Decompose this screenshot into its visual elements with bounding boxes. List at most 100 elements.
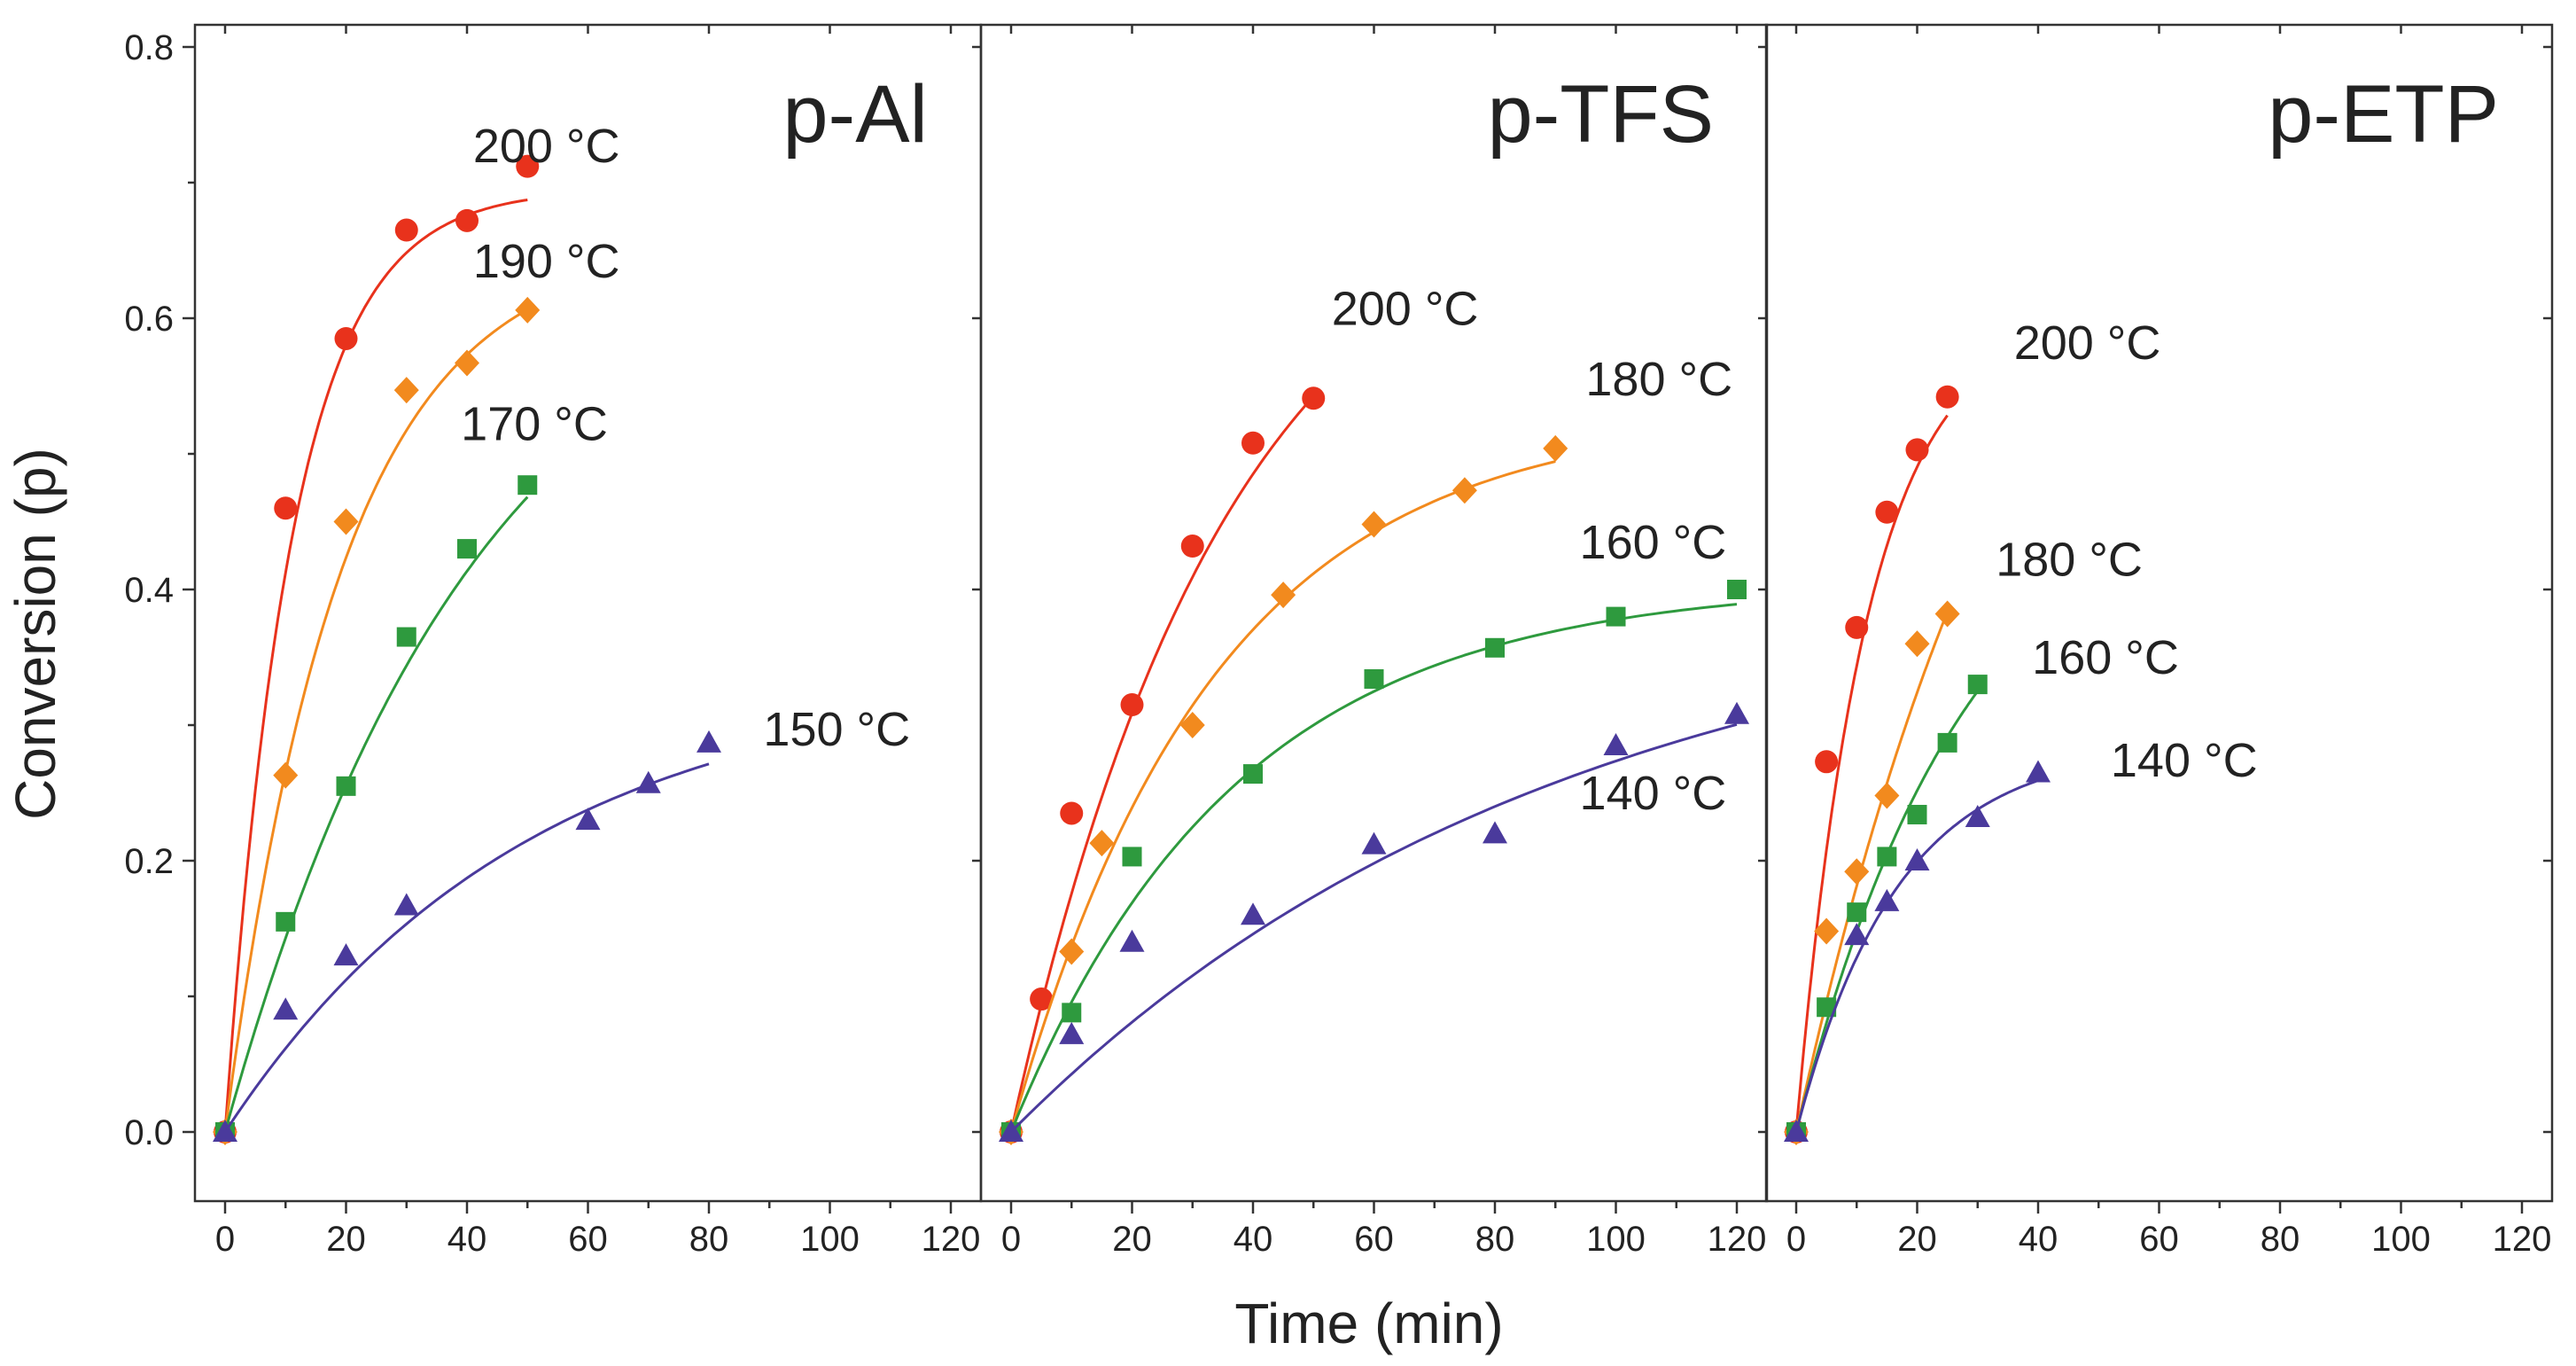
series-label: 140 °C [1580,767,1727,820]
data-point [999,1120,1023,1142]
series-140c: 140 °C [999,701,1749,1142]
panel-p-etp: 0 20 40 60 80 100 120 p-ETP 200 °C 180 °C 160 °C 14… [1764,23,2554,1259]
x-tick-label: 40 [2019,1220,2058,1259]
panel-frame [193,23,983,1203]
data-point [518,475,538,496]
series-160c: 160 °C [1001,516,1747,1142]
data-point [396,627,416,647]
x-tick-label: 60 [2139,1220,2179,1259]
x-tick-label: 100 [2371,1220,2431,1259]
data-point [635,770,661,793]
data-point [273,761,299,789]
y-tick-label: 0.6 [124,300,174,339]
data-point [1877,847,1897,867]
data-point [1847,902,1867,923]
data-point [333,943,359,966]
fit-curve [223,762,710,1133]
data-point [1060,801,1084,825]
series-label: 140 °C [2111,734,2258,787]
x-tick-label: 120 [2493,1220,2552,1259]
series-200c: 200 °C [214,120,620,1144]
data-point [1965,805,1990,828]
data-point [1724,701,1749,724]
fit-curve [223,308,529,1133]
series-label: 200 °C [2014,316,2161,370]
data-point [1271,582,1296,609]
data-point [1784,1120,1809,1142]
panel-title: p-ETP [2268,69,2499,160]
data-point [1089,830,1115,857]
x-tick-label: 100 [1586,1220,1646,1259]
x-tick-label: 40 [1234,1220,1273,1259]
data-point [1907,804,1927,824]
fit-curve [223,496,529,1133]
data-point [1814,917,1840,945]
x-tick-label: 100 [800,1220,860,1259]
data-point [1120,693,1144,717]
y-tick-label: 0.4 [124,571,174,610]
x-tick-label: 20 [326,1220,366,1259]
data-point [457,539,477,559]
series-label: 200 °C [1332,283,1479,336]
fit-curve [1009,722,1738,1134]
data-point [1727,580,1747,599]
data-point [1905,438,1929,462]
series-200c: 200 °C [1785,316,2160,1144]
data-point [273,997,299,1020]
data-point [1059,1021,1085,1044]
x-tick-label: 20 [1112,1220,1152,1259]
x-tick-label: 60 [568,1220,608,1259]
series-160c: 160 °C [1786,631,2179,1142]
panels-layer: 0 20 40 60 80 100 120 0.0 0.2 0.4 0.6 0.8 p-Al 200 °C… [124,23,2554,1259]
data-point [2026,760,2051,783]
data-point [1364,668,1384,689]
series-label: 180 °C [1585,353,1732,406]
y-tick-label: 0.8 [124,28,174,67]
data-point [575,808,601,831]
data-point [1485,637,1505,658]
data-point [1543,434,1568,462]
data-point [455,208,479,232]
data-point [1844,858,1870,886]
data-point [1179,712,1205,738]
fit-curve [1009,395,1315,1133]
x-tick-label: 120 [1708,1220,1767,1259]
data-point [1062,1003,1082,1023]
data-point [1603,732,1629,755]
data-point [1815,750,1839,774]
data-point [1844,923,1870,946]
x-tick-label: 80 [1475,1220,1515,1259]
y-axis-title: Conversion (p) [4,448,67,820]
data-point [1937,732,1957,753]
series-label: 160 °C [1580,516,1727,569]
data-point [1845,615,1869,639]
x-tick-label: 80 [2261,1220,2300,1259]
series-190c: 190 °C [213,235,620,1145]
data-point [1119,929,1145,952]
data-point [393,893,419,916]
data-point [1180,535,1204,558]
panel-p-al: 0 20 40 60 80 100 120 0.0 0.2 0.4 0.6 0.8 p-Al 200 °C… [124,23,983,1259]
panel-p-tfs: 0 20 40 60 80 100 120 p-TFS 200 °C 180 °C 160 °C 14… [979,23,1769,1259]
series-label: 150 °C [763,703,910,756]
data-point [1606,606,1626,627]
data-point [516,154,540,178]
x-tick-label: 40 [447,1220,487,1259]
data-point [515,296,541,324]
series-label: 170 °C [461,398,608,451]
data-point [276,911,296,932]
fit-curve [1794,611,1949,1133]
data-point [1243,764,1263,784]
data-point [1451,477,1477,504]
data-point [1934,600,1960,628]
series-label: 200 °C [473,120,620,173]
series-150c: 150 °C [213,703,910,1142]
fit-curve [1794,779,2039,1133]
y-tick-label: 0.2 [124,842,174,881]
series-180c: 180 °C [1784,534,2143,1145]
panel-frame [1764,23,2554,1203]
data-point [1874,888,1900,911]
fit-curve [1009,460,1556,1133]
data-point [1302,386,1326,410]
